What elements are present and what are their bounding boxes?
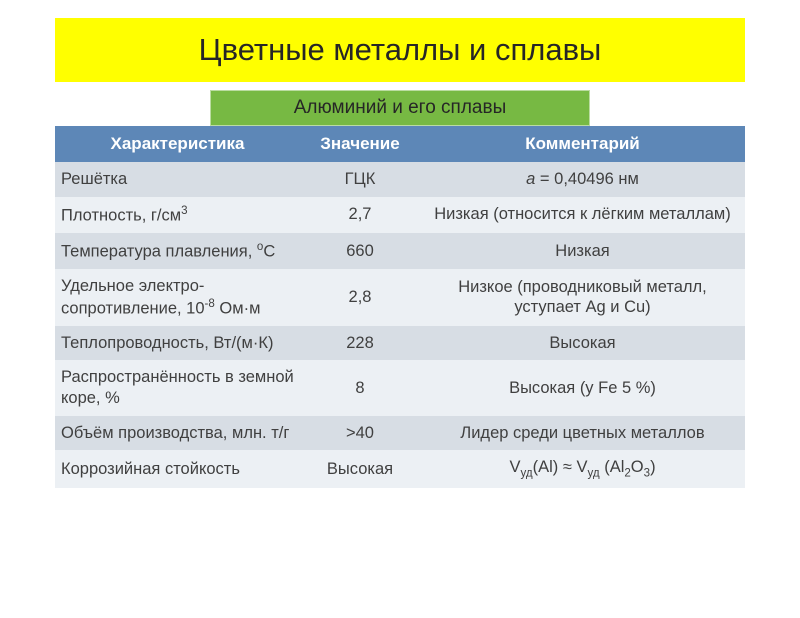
slide-title: Цветные металлы и сплавы [55, 18, 745, 82]
table-row: Объём производства, млн. т/г>40Лидер сре… [55, 416, 745, 451]
table-row: Теплопроводность, Вт/(м·К)228Высокая [55, 326, 745, 361]
cell-characteristic: Плотность, г/см3 [55, 197, 300, 233]
cell-comment: Низкое (проводниковый металл, уступает A… [420, 269, 745, 326]
cell-comment: Низкая (относится к лёгким металлам) [420, 197, 745, 233]
cell-characteristic: Распространённость в земной коре, % [55, 360, 300, 415]
cell-comment: a = 0,40496 нм [420, 162, 745, 197]
cell-value: >40 [300, 416, 420, 451]
cell-value: 2,7 [300, 197, 420, 233]
table-row: Температура плавления, оС660Низкая [55, 233, 745, 269]
cell-comment: Лидер среди цветных металлов [420, 416, 745, 451]
cell-value: 2,8 [300, 269, 420, 326]
cell-comment: Vуд(Al) ≈ Vуд (Al2O3) [420, 450, 745, 488]
cell-value: 8 [300, 360, 420, 415]
cell-characteristic: Решётка [55, 162, 300, 197]
table-row: Плотность, г/см32,7Низкая (относится к л… [55, 197, 745, 233]
slide-subtitle: Алюминий и его сплавы [210, 90, 590, 126]
cell-value: ГЦК [300, 162, 420, 197]
table-row: Распространённость в земной коре, %8Высо… [55, 360, 745, 415]
table-header-row: Характеристика Значение Комментарий [55, 126, 745, 162]
col-header-comment: Комментарий [420, 126, 745, 162]
table-row: РешёткаГЦКa = 0,40496 нм [55, 162, 745, 197]
table-body: РешёткаГЦКa = 0,40496 нмПлотность, г/см3… [55, 162, 745, 488]
col-header-value: Значение [300, 126, 420, 162]
table-row: Удельное электро-сопротивление, 10-8 Ом·… [55, 269, 745, 326]
cell-characteristic: Коррозийная стойкость [55, 450, 300, 488]
cell-comment: Высокая (у Fe 5 %) [420, 360, 745, 415]
cell-characteristic: Температура плавления, оС [55, 233, 300, 269]
cell-comment: Высокая [420, 326, 745, 361]
properties-table: Характеристика Значение Комментарий Решё… [55, 126, 745, 488]
cell-characteristic: Теплопроводность, Вт/(м·К) [55, 326, 300, 361]
cell-value: Высокая [300, 450, 420, 488]
cell-value: 228 [300, 326, 420, 361]
cell-comment: Низкая [420, 233, 745, 269]
cell-characteristic: Объём производства, млн. т/г [55, 416, 300, 451]
col-header-characteristic: Характеристика [55, 126, 300, 162]
cell-characteristic: Удельное электро-сопротивление, 10-8 Ом·… [55, 269, 300, 326]
table-row: Коррозийная стойкостьВысокаяVуд(Al) ≈ Vу… [55, 450, 745, 488]
cell-value: 660 [300, 233, 420, 269]
